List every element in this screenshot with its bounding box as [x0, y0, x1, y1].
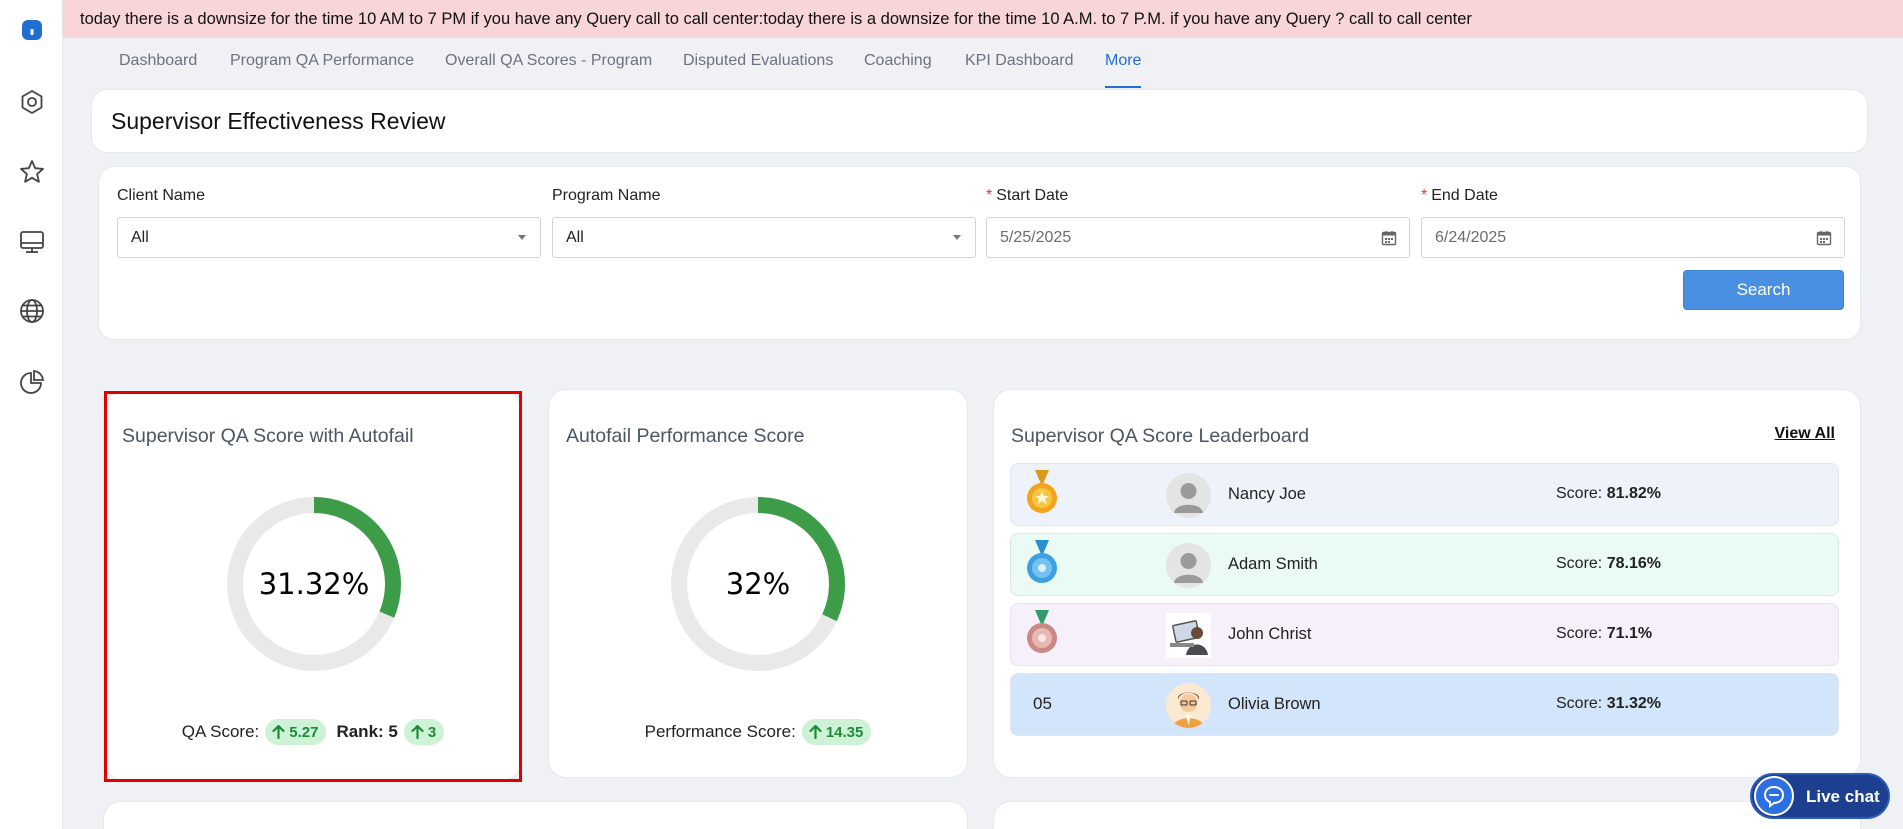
qa-score-label: QA Score: — [181, 722, 260, 741]
tab-more[interactable]: More — [1105, 38, 1142, 88]
card-title: Autofail Performance Score — [566, 425, 805, 447]
performance-delta-badge: 14.35 — [801, 719, 872, 745]
star-icon[interactable] — [16, 156, 48, 188]
tab-overall-qa-scores-program[interactable]: Overall QA Scores - Program — [445, 52, 653, 69]
leaderboard-name: Olivia Brown — [1228, 695, 1321, 713]
sidebar — [0, 0, 63, 829]
avatar — [1166, 683, 1211, 728]
start-date-label: * Start Date — [986, 187, 1069, 204]
home-icon[interactable] — [16, 13, 48, 45]
live-chat-label: Live chat — [1806, 787, 1880, 806]
leaderboard-score: Score: 31.32% — [1556, 695, 1661, 712]
leaderboard-card: Supervisor QA Score Leaderboard View All… — [993, 389, 1861, 778]
calendar-icon[interactable] — [1381, 230, 1397, 246]
required-mark: * — [1421, 187, 1428, 204]
required-mark: * — [986, 187, 993, 204]
leaderboard-name: Nancy Joe — [1228, 485, 1306, 503]
live-chat-button[interactable]: Live chat — [1750, 773, 1890, 819]
leaderboard-row[interactable]: Nancy Joe Score: 81.82% — [1010, 463, 1839, 526]
avatar — [1166, 613, 1211, 658]
supervisor-qa-score-card: Supervisor QA Score with Autofail 31.32%… — [105, 391, 521, 781]
tab-coaching[interactable]: Coaching — [864, 52, 932, 69]
rank-delta-badge: 3 — [403, 719, 445, 745]
bottom-card-left — [103, 801, 968, 829]
client-name-field: Client Name All — [117, 187, 541, 258]
bottom-card-right — [993, 801, 1861, 829]
calendar-icon[interactable] — [1816, 230, 1832, 246]
leaderboard-row[interactable]: Adam Smith Score: 78.16% — [1010, 533, 1839, 596]
qa-score-stats: QA Score: 5.27 Rank: 5 3 — [106, 719, 520, 745]
filter-panel: Client Name All Program Name All * Start … — [98, 166, 1861, 340]
tab-disputed-evaluations[interactable]: Disputed Evaluations — [683, 52, 834, 69]
page-title-card: Supervisor Effectiveness Review — [91, 89, 1868, 153]
tab-dashboard[interactable]: Dashboard — [119, 52, 198, 69]
performance-score-stats: Performance Score: 14.35 — [549, 719, 967, 745]
blue-medal-icon — [1027, 540, 1057, 583]
bronze-medal-icon — [1027, 610, 1057, 653]
avatar — [1166, 473, 1211, 518]
chevron-down-icon — [953, 235, 961, 240]
client-name-label: Client Name — [117, 187, 206, 204]
pie-chart-icon[interactable] — [16, 366, 48, 398]
donut-value-arc — [671, 497, 845, 671]
end-date-value: 6/24/2025 — [1435, 229, 1507, 246]
card-title: Supervisor QA Score with Autofail — [122, 425, 414, 447]
view-all-link[interactable]: View All — [1774, 425, 1835, 442]
start-date-field: * Start Date 5/25/2025 — [986, 187, 1410, 258]
page-title: Supervisor Effectiveness Review — [111, 108, 446, 134]
leaderboard-score: Score: 78.16% — [1556, 555, 1661, 572]
search-button[interactable]: Search — [1683, 270, 1844, 310]
card-title: Supervisor QA Score Leaderboard — [1011, 425, 1310, 447]
chevron-down-icon — [518, 235, 526, 240]
donut-value-arc — [227, 497, 401, 671]
globe-icon[interactable] — [16, 295, 48, 327]
leaderboard-rank: 05 — [1033, 694, 1052, 713]
arrow-up-icon — [411, 725, 424, 739]
client-name-value: All — [131, 229, 149, 246]
announcement-banner: today there is a downsize for the time 1… — [63, 0, 1903, 38]
donut-center-label: 32% — [725, 567, 791, 601]
performance-score-label: Performance Score: — [644, 722, 796, 741]
top-nav-tabs: Dashboard Program QA Performance Overall… — [63, 38, 1903, 88]
settings-hex-icon[interactable] — [16, 86, 48, 118]
program-name-select[interactable]: All — [552, 217, 976, 258]
start-date-input[interactable]: 5/25/2025 — [986, 217, 1410, 258]
autofail-donut: 32% — [668, 494, 848, 674]
program-name-field: Program Name All — [552, 187, 976, 258]
tab-kpi-dashboard[interactable]: KPI Dashboard — [965, 52, 1074, 69]
avatar — [1166, 543, 1211, 588]
leaderboard-score: Score: 81.82% — [1556, 485, 1661, 502]
leaderboard-score: Score: 71.1% — [1556, 625, 1653, 642]
chat-icon — [1754, 776, 1794, 816]
gold-medal-icon — [1027, 470, 1057, 513]
qa-score-delta-badge: 5.27 — [265, 719, 327, 745]
arrow-up-icon — [272, 725, 285, 739]
program-name-label: Program Name — [552, 187, 661, 204]
qa-score-donut: 31.32% — [224, 494, 404, 674]
end-date-label: * End Date — [1421, 187, 1498, 204]
leaderboard-name: John Christ — [1228, 625, 1312, 643]
rank-label: Rank: 5 — [336, 722, 398, 741]
client-name-select[interactable]: All — [117, 217, 541, 258]
end-date-input[interactable]: 6/24/2025 — [1421, 217, 1845, 258]
leaderboard-row[interactable]: 05 Olivia Brown Score: 31.32% — [1010, 673, 1839, 736]
monitor-icon[interactable] — [16, 226, 48, 258]
end-date-field: * End Date 6/24/2025 — [1421, 187, 1845, 258]
arrow-up-icon — [809, 725, 822, 739]
tab-program-qa-performance[interactable]: Program QA Performance — [230, 52, 415, 69]
start-date-value: 5/25/2025 — [1000, 229, 1072, 246]
leaderboard-row[interactable]: John Christ Score: 71.1% — [1010, 603, 1839, 666]
autofail-performance-card: Autofail Performance Score 32% Performan… — [548, 389, 968, 778]
leaderboard-name: Adam Smith — [1228, 555, 1318, 573]
donut-center-label: 31.32% — [258, 567, 370, 601]
program-name-value: All — [566, 229, 584, 246]
